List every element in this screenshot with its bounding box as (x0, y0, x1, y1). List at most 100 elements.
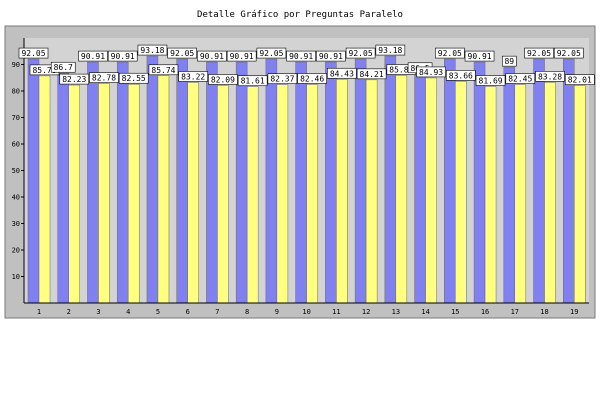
data-label-box (59, 73, 90, 85)
x-tick-label: 7 (215, 308, 219, 316)
x-tick-label: 16 (481, 308, 489, 316)
data-label-box (316, 50, 346, 62)
y-tick-label: 10 (12, 273, 20, 281)
data-label-text: 81.61 (241, 77, 265, 86)
data-label-box (286, 50, 316, 62)
bar-series-1 (503, 66, 516, 304)
data-label-text: 83.22 (181, 72, 205, 81)
data-label-text: 92.05 (557, 49, 581, 58)
data-label: 82.01 (564, 74, 595, 85)
data-label-box (416, 66, 446, 78)
data-label-box (564, 74, 595, 85)
data-label: 85.74 (148, 64, 179, 76)
data-label-box (226, 50, 257, 62)
data-label-box (137, 44, 168, 56)
data-label-text: 83.28 (538, 72, 562, 81)
bar-series-2 (246, 86, 259, 304)
data-label-box (501, 55, 517, 67)
data-label-text: 92.05 (259, 49, 283, 58)
data-label-box (446, 70, 476, 81)
bar-series-2 (544, 82, 556, 304)
data-label-box (50, 61, 76, 73)
data-label-box (89, 72, 119, 83)
bar-series-2 (127, 83, 140, 304)
data-label-box (553, 47, 584, 59)
data-label-text: 90.91 (230, 52, 254, 61)
data-label-text: 93.18 (378, 46, 402, 55)
data-label-box (345, 47, 376, 59)
data-label-text: 90.91 (111, 52, 135, 61)
data-label: 82.55 (118, 72, 149, 84)
data-label: 92.05 (553, 47, 584, 59)
data-label: 83.66 (446, 70, 476, 81)
data-label-text: 84.43 (330, 69, 354, 78)
data-label: 92.05 (256, 47, 287, 59)
y-tick-label: 30 (12, 220, 20, 228)
data-label: 90.91 (286, 50, 316, 62)
y-tick-label: 90 (12, 61, 20, 69)
x-tick-label: 9 (275, 308, 279, 316)
data-label-box (356, 68, 387, 80)
x-tick-label: 17 (511, 308, 519, 316)
data-label-text: 82.55 (122, 74, 146, 83)
data-label-box (178, 71, 208, 82)
data-label-box (464, 50, 495, 62)
x-tick-label: 3 (96, 308, 100, 316)
data-label: 90.91 (226, 50, 257, 62)
bar-series-2 (98, 83, 110, 304)
data-label: 92.05 (345, 47, 376, 59)
bar-series-1 (57, 72, 69, 304)
bar-series-1 (176, 58, 188, 304)
data-label: 82.09 (208, 74, 238, 85)
bar-series-2 (187, 82, 199, 304)
bar-series-2 (574, 85, 586, 304)
bar-series-1 (27, 58, 40, 304)
data-label-text: 85.74 (151, 66, 175, 75)
y-tick-label: 20 (12, 247, 20, 255)
bar-series-2 (336, 79, 348, 304)
data-label: 84.21 (356, 68, 387, 80)
x-tick-label: 11 (332, 308, 340, 316)
x-tick-label: 13 (392, 308, 400, 316)
x-tick-label: 12 (362, 308, 370, 316)
data-label: 86.7 (50, 61, 76, 73)
data-label: 82.45 (505, 73, 536, 84)
data-label-box (148, 64, 179, 76)
data-label-text: 92.05 (21, 49, 45, 58)
bar-series-1 (146, 55, 159, 304)
bar-series-1 (116, 61, 129, 304)
data-label-text: 82.45 (508, 75, 532, 84)
y-tick-label: 70 (12, 114, 20, 122)
data-label-text: 90.91 (468, 52, 492, 61)
data-label: 82.37 (267, 73, 298, 85)
x-tick-label: 4 (126, 308, 130, 316)
data-label: 92.05 (435, 47, 465, 59)
data-label-text: 90.91 (319, 52, 343, 61)
data-label-box (475, 75, 506, 86)
data-label-box (118, 72, 149, 84)
data-label-text: 90.91 (81, 52, 105, 61)
bar-series-2 (306, 84, 318, 304)
data-label-text: 93.18 (140, 46, 164, 55)
bar-series-1 (206, 61, 218, 304)
data-label: 81.69 (475, 75, 506, 86)
bar-series-2 (217, 85, 229, 304)
data-label: 83.28 (535, 71, 565, 82)
data-label-text: 81.69 (479, 77, 503, 86)
data-label: 81.61 (237, 75, 268, 87)
x-tick-label: 19 (570, 308, 578, 316)
data-label-box (505, 73, 536, 84)
data-label: 92.05 (524, 47, 554, 59)
data-label-text: 83.66 (449, 71, 473, 80)
data-label-box (375, 44, 406, 56)
bar-series-2 (455, 81, 467, 304)
data-label: 92.05 (167, 47, 197, 59)
x-tick-label: 14 (421, 308, 429, 316)
data-label-box (327, 67, 357, 79)
data-label-box (78, 50, 108, 62)
bar-series-2 (514, 84, 527, 304)
data-label-box (535, 71, 565, 82)
data-label-box (267, 73, 298, 85)
